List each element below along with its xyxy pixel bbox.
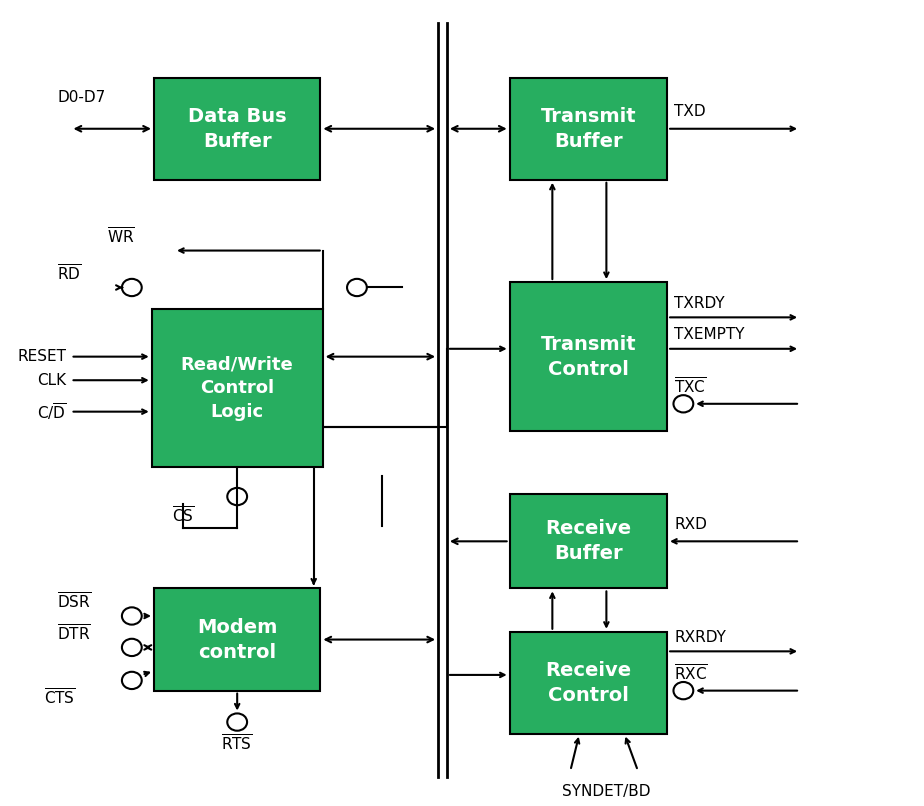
Text: C/$\overline{\mathrm{D}}$: C/$\overline{\mathrm{D}}$: [37, 401, 67, 422]
Text: $\overline{\mathrm{CTS}}$: $\overline{\mathrm{CTS}}$: [43, 688, 75, 708]
Text: SYNDET/BD: SYNDET/BD: [562, 783, 650, 799]
Text: RXRDY: RXRDY: [675, 629, 726, 645]
FancyBboxPatch shape: [152, 310, 322, 467]
FancyBboxPatch shape: [509, 632, 667, 733]
Text: $\overline{\mathrm{RD}}$: $\overline{\mathrm{RD}}$: [57, 264, 81, 284]
Text: Transmit
Buffer: Transmit Buffer: [541, 106, 637, 151]
Text: Read/Write
Control
Logic: Read/Write Control Logic: [181, 355, 294, 421]
Text: Data Bus
Buffer: Data Bus Buffer: [188, 106, 286, 151]
Text: Modem
control: Modem control: [197, 617, 277, 662]
Text: Transmit
Control: Transmit Control: [541, 334, 637, 379]
Text: CLK: CLK: [37, 372, 67, 388]
Text: $\overline{\mathrm{RXC}}$: $\overline{\mathrm{RXC}}$: [675, 663, 708, 683]
FancyBboxPatch shape: [509, 282, 667, 431]
Text: $\overline{\mathrm{WR}}$: $\overline{\mathrm{WR}}$: [106, 226, 134, 247]
FancyBboxPatch shape: [509, 77, 667, 180]
Text: TXD: TXD: [675, 104, 706, 119]
FancyBboxPatch shape: [509, 494, 667, 588]
Text: Receive
Control: Receive Control: [545, 661, 631, 704]
Text: RXD: RXD: [675, 517, 707, 531]
Text: $\overline{\mathrm{RTS}}$: $\overline{\mathrm{RTS}}$: [222, 734, 253, 754]
Text: $\overline{\mathrm{CS}}$: $\overline{\mathrm{CS}}$: [173, 506, 195, 526]
Text: $\overline{\mathrm{DSR}}$: $\overline{\mathrm{DSR}}$: [57, 592, 91, 612]
Text: TXEMPTY: TXEMPTY: [675, 327, 745, 342]
Text: $\overline{\mathrm{TXC}}$: $\overline{\mathrm{TXC}}$: [675, 376, 707, 397]
Text: Receive
Buffer: Receive Buffer: [545, 519, 631, 563]
Text: D0-D7: D0-D7: [57, 89, 105, 105]
Text: RESET: RESET: [17, 349, 67, 364]
FancyBboxPatch shape: [154, 588, 321, 691]
Text: $\overline{\mathrm{DTR}}$: $\overline{\mathrm{DTR}}$: [57, 623, 91, 643]
Text: TXRDY: TXRDY: [675, 296, 725, 310]
FancyBboxPatch shape: [154, 77, 321, 180]
